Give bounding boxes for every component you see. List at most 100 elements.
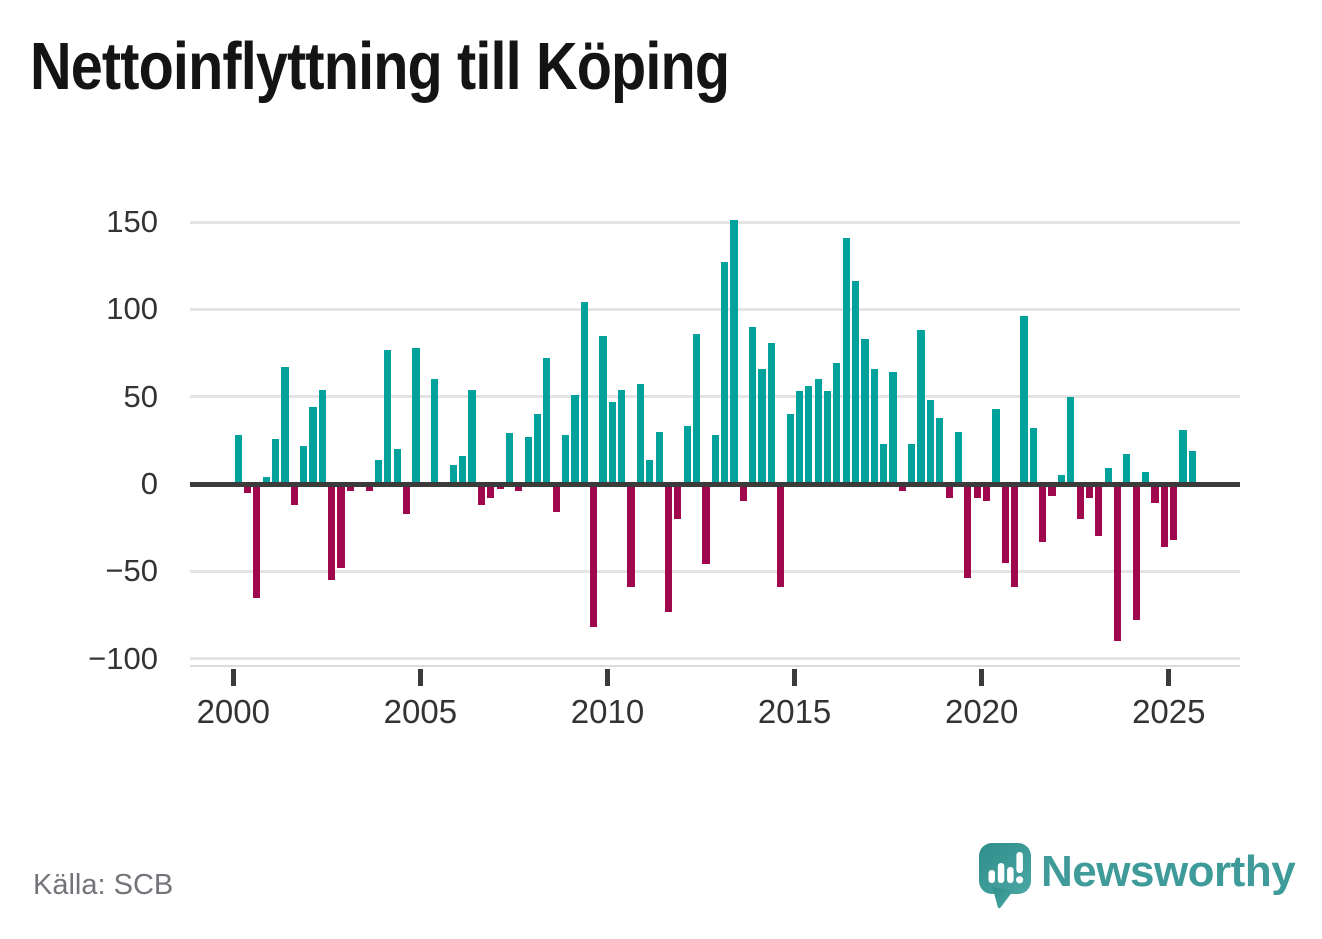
bar-2001Q2 (281, 366, 289, 484)
x-tick-label: 2000 (196, 693, 270, 730)
bar-2012Q2 (692, 333, 701, 484)
bar-2004Q3 (402, 484, 411, 514)
bar-2013Q4 (749, 326, 757, 484)
x-tick-label: 2005 (383, 693, 458, 730)
bar-2023Q3 (1113, 484, 1122, 642)
bar-2025Q1 (1170, 484, 1178, 540)
bar-2016Q1 (833, 363, 841, 484)
bar-2007Q3 (515, 484, 523, 491)
bar-2022Q1 (1057, 475, 1065, 484)
bar-2002Q1 (309, 407, 317, 484)
bar-2001Q3 (290, 484, 298, 505)
bar-2016Q2 (842, 237, 850, 484)
bar-2015Q2 (805, 386, 813, 484)
y-tick-label: 100 (106, 291, 158, 327)
bar-2024Q3 (1151, 484, 1159, 504)
bar-2017Q4 (898, 484, 906, 491)
bar-2014Q3 (777, 484, 785, 588)
y-tick-label: 50 (123, 378, 158, 414)
bar-2011Q1 (646, 459, 654, 484)
bar-2007Q4 (524, 436, 532, 484)
bar-2003Q4 (374, 459, 383, 484)
bar-2025Q3 (1188, 450, 1196, 484)
bar-2015Q3 (814, 379, 822, 484)
bar-2015Q1 (795, 391, 804, 484)
bar-2016Q4 (861, 339, 869, 484)
bar-2024Q2 (1141, 471, 1150, 484)
gridline (190, 395, 1240, 399)
bar-2022Q4 (1085, 484, 1094, 498)
bar-2004Q2 (393, 449, 401, 484)
bar-2017Q2 (880, 443, 888, 484)
bar-2006Q4 (487, 484, 495, 498)
x-axis-tick (417, 669, 423, 686)
bar-2021Q2 (1029, 428, 1037, 484)
bar-2009Q1 (571, 394, 579, 484)
bar-2004Q4 (412, 347, 420, 484)
bar-2010Q1 (608, 401, 616, 484)
bar-2013Q3 (739, 484, 747, 502)
gridline (190, 569, 1240, 573)
bar-2000Q3 (253, 484, 261, 598)
bar-2023Q4 (1123, 454, 1131, 484)
bar-2002Q2 (318, 389, 326, 484)
x-axis-tick (605, 669, 610, 686)
bar-2012Q1 (683, 426, 691, 484)
x-tick-label: 2010 (570, 693, 645, 730)
x-axis-tick (792, 669, 798, 686)
bar-2003Q3 (365, 484, 373, 491)
bar-2017Q3 (889, 372, 897, 484)
source-note: Källa: SCB (33, 869, 174, 901)
bar-2012Q3 (702, 484, 710, 565)
bar-2010Q2 (618, 389, 626, 484)
bar-2008Q4 (562, 435, 570, 484)
bar-2022Q3 (1076, 484, 1084, 519)
y-tick-label: −100 (88, 640, 158, 676)
bar-2010Q3 (627, 484, 635, 588)
bar-2005Q2 (431, 379, 439, 484)
gridline (190, 220, 1240, 224)
gridline (190, 657, 1240, 661)
bar-2018Q4 (936, 417, 944, 484)
bar-2023Q1 (1095, 484, 1103, 537)
bar-2011Q2 (655, 431, 663, 484)
bar-2002Q3 (328, 484, 336, 581)
chart-title: Nettoinflyttning till Köping (30, 29, 730, 104)
bar-2004Q1 (384, 349, 392, 484)
bar-2001Q1 (272, 438, 280, 484)
bar-2019Q4 (973, 484, 981, 498)
bar-2018Q1 (908, 443, 916, 484)
bar-2024Q4 (1160, 484, 1168, 547)
bar-2008Q3 (552, 484, 560, 512)
bar-2021Q1 (1020, 316, 1028, 484)
bar-2013Q2 (730, 220, 738, 484)
bar-2017Q1 (870, 368, 878, 484)
bar-2020Q4 (1011, 484, 1019, 588)
bar-2000Q2 (243, 484, 252, 493)
bar-2014Q2 (767, 342, 775, 484)
bar-2020Q2 (992, 408, 1000, 484)
bar-2006Q3 (477, 484, 485, 505)
bar-2012Q4 (711, 435, 719, 484)
bar-2010Q4 (636, 384, 645, 484)
bar-2024Q1 (1132, 484, 1140, 621)
bar-2023Q2 (1104, 468, 1112, 484)
x-tick-label: 2015 (757, 693, 832, 730)
bar-2021Q3 (1039, 484, 1047, 542)
bar-2021Q4 (1048, 484, 1056, 497)
bar-2020Q3 (1001, 484, 1009, 563)
bar-2014Q1 (758, 368, 766, 484)
bar-2019Q1 (945, 484, 953, 498)
y-tick-label: −50 (105, 553, 158, 589)
bar-2009Q4 (599, 335, 607, 484)
speech-bubble-barchart-icon (979, 843, 1031, 909)
y-tick-label: 150 (106, 204, 158, 239)
bar-2025Q2 (1179, 429, 1187, 484)
bar-2014Q4 (786, 414, 794, 484)
x-tick-label: 2020 (944, 693, 1019, 730)
bar-2022Q2 (1067, 396, 1075, 484)
y-tick-label: 0 (140, 466, 158, 501)
bar-2002Q4 (337, 484, 345, 568)
bar-2005Q4 (449, 464, 457, 484)
